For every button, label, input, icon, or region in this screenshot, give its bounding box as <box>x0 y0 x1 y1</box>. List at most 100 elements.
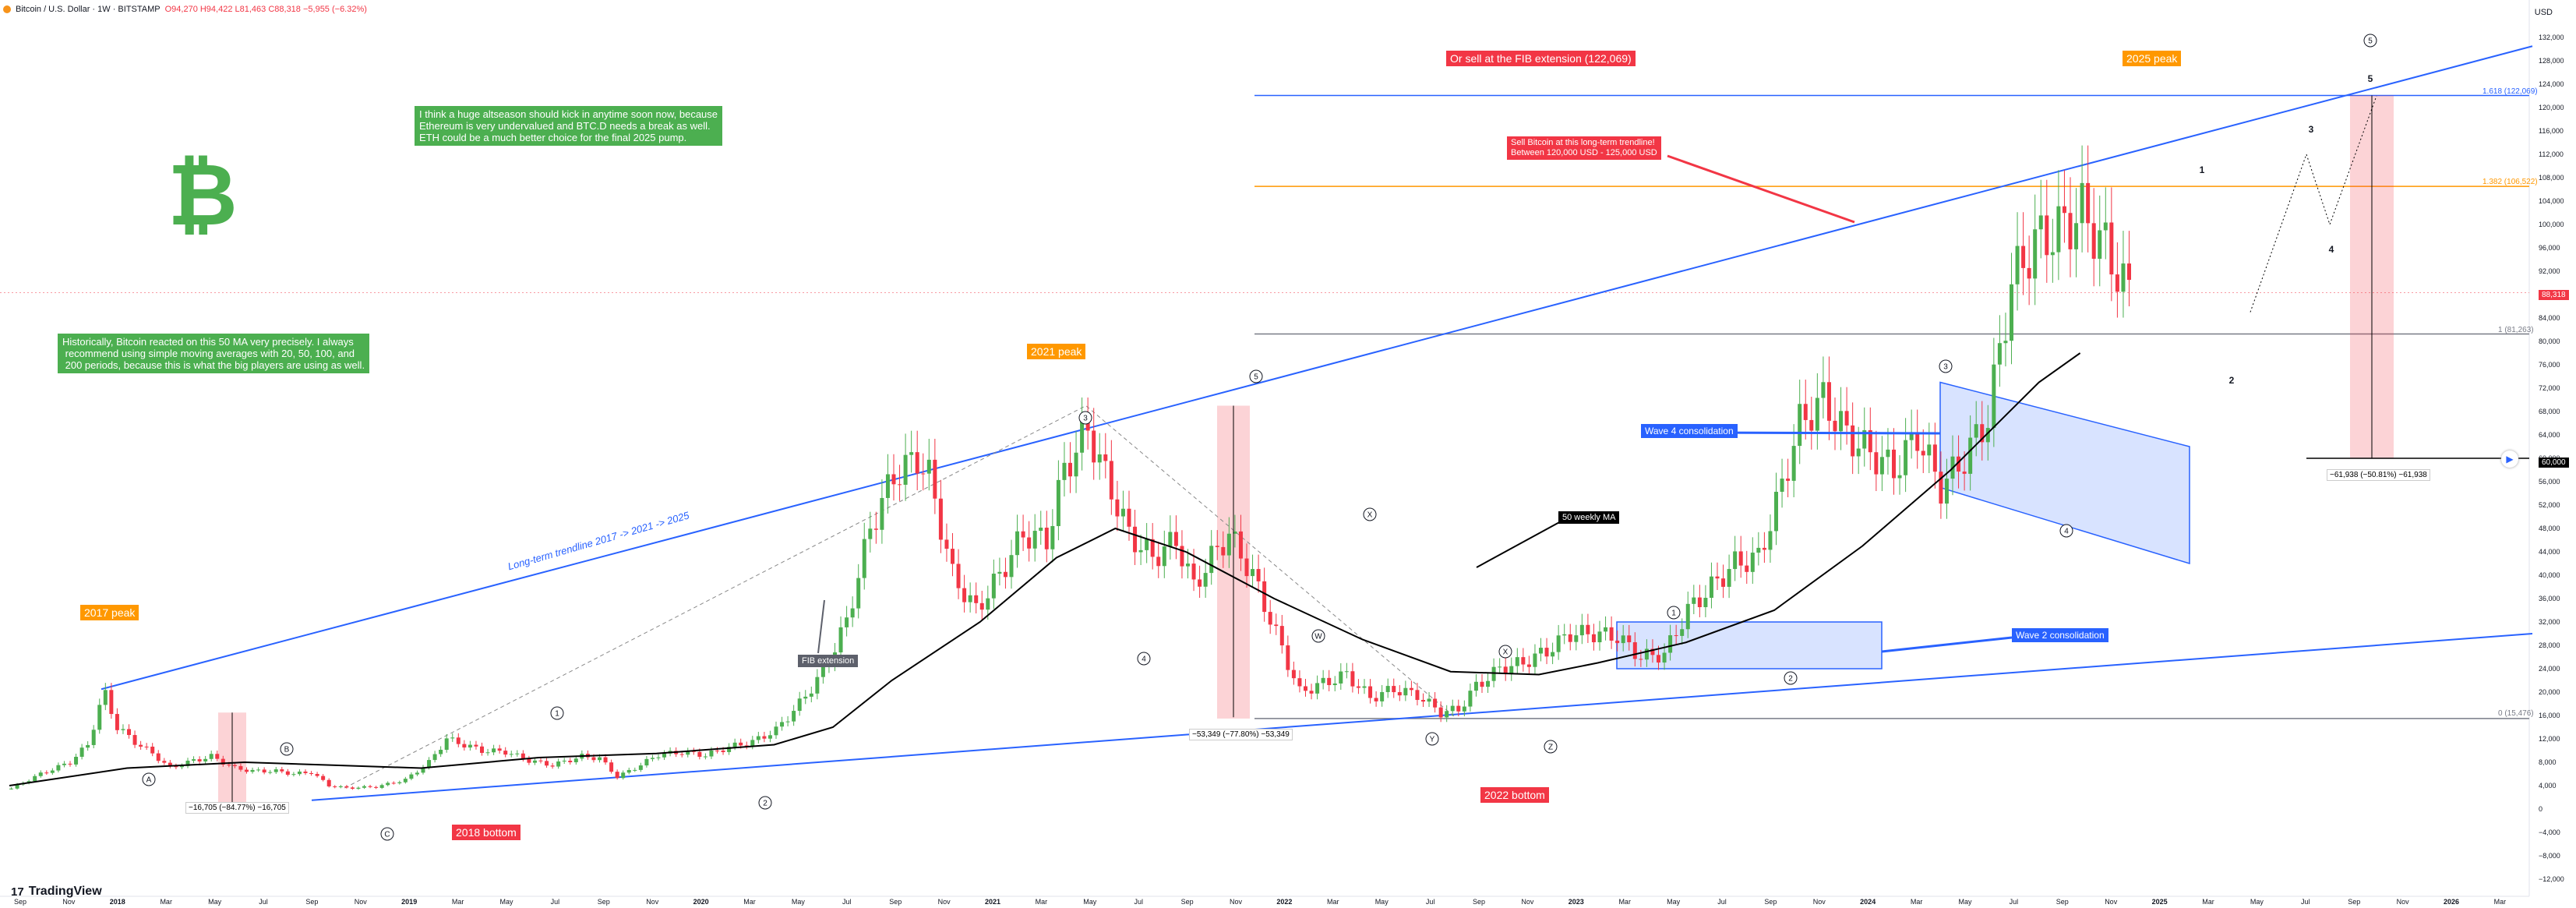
wave4-channel <box>1939 381 2190 565</box>
candle-body <box>968 595 972 602</box>
candle-body <box>1821 382 1826 398</box>
candle-body <box>1674 635 1678 637</box>
candle-body <box>850 608 855 618</box>
candle-body <box>991 574 996 599</box>
candle-body <box>1198 579 1202 587</box>
current-price-flag: 88,318 <box>2539 290 2569 300</box>
candle-body <box>497 748 502 751</box>
candle-body <box>756 736 760 740</box>
candle-body <box>1109 461 1113 500</box>
label-50-weekly-ma: 50 weekly MA <box>1558 511 1620 524</box>
time-tick-label: 2024 <box>1860 898 1876 906</box>
candle-body <box>192 759 196 761</box>
candle-body <box>762 736 767 739</box>
candle-body <box>1274 624 1279 627</box>
price-tick-label: 28,000 <box>2539 641 2560 649</box>
candle-body <box>1138 549 1143 553</box>
time-tick-label: May <box>1667 898 1681 906</box>
candle-body <box>1244 558 1249 577</box>
candle-body <box>444 738 449 750</box>
label-sell-trendline: Sell Bitcoin at this long-term trendline… <box>1507 136 1661 160</box>
candle-body <box>9 788 13 790</box>
candle-body <box>962 588 967 602</box>
label-sell-fib: Or sell at the FIB extension (122,069) <box>1446 51 1636 66</box>
wave-marker-circle <box>1544 740 1558 754</box>
bitcoin-logo-icon: ₿ <box>168 145 238 245</box>
price-tick-label: 80,000 <box>2539 337 2560 345</box>
candle-body <box>1368 686 1373 698</box>
candle-body <box>333 786 337 787</box>
candle-body <box>1150 539 1155 557</box>
candle-body <box>303 771 308 773</box>
wave-marker-circle <box>1249 369 1263 383</box>
candle-body <box>2062 206 2066 214</box>
time-tick-label: Nov <box>938 898 951 906</box>
price-tick-label: −12,000 <box>2539 875 2564 883</box>
candle-body <box>1980 424 1985 443</box>
candle-body <box>350 787 355 789</box>
candle-body <box>503 751 508 755</box>
candle-body <box>1262 581 1267 613</box>
candle-body <box>2038 215 2043 230</box>
ma50-line <box>9 352 2081 786</box>
candle-body <box>768 735 772 739</box>
candle-body <box>1697 597 1702 608</box>
price-tick-label: 76,000 <box>2539 361 2560 369</box>
time-tick-label: Mar <box>1911 898 1923 906</box>
time-tick-label: Mar <box>452 898 464 906</box>
scroll-to-realtime-button[interactable]: ▶ <box>2501 450 2518 468</box>
label-fib-extension: FIB extension <box>798 655 859 667</box>
candle-body <box>1039 528 1043 532</box>
candle-body <box>909 452 914 455</box>
candle-body <box>203 758 208 761</box>
time-tick-label: Sep <box>305 898 318 906</box>
fib-1382-label: 1.382 (106,522) <box>2482 178 2538 186</box>
candle-body <box>309 772 314 775</box>
wave-marker-circle <box>280 742 294 756</box>
time-tick-label: 2019 <box>401 898 417 906</box>
candle-body <box>2121 263 2126 292</box>
candle-body <box>139 744 143 747</box>
price-tick-label: 36,000 <box>2539 595 2560 602</box>
candle-body <box>944 539 949 549</box>
wave-marker-circle <box>1784 671 1798 685</box>
candle-body <box>1533 653 1537 667</box>
wave-marker-circle <box>142 772 156 786</box>
candle-body <box>862 539 866 578</box>
time-tick-label: Nov <box>1813 898 1826 906</box>
candle-body <box>1791 446 1796 481</box>
wave-marker-label: 4 <box>1142 655 1146 664</box>
candle-body <box>1768 531 1773 550</box>
candle-body <box>1738 551 1743 566</box>
candle-body <box>1327 677 1332 686</box>
time-tick-label: 2026 <box>2444 898 2459 906</box>
candle-body <box>1604 627 1608 632</box>
candle-body <box>997 571 1002 574</box>
candle-body <box>2003 341 2008 344</box>
candle-body <box>1168 532 1173 547</box>
candle-body <box>1315 683 1320 694</box>
candle-body <box>1027 537 1032 549</box>
candle-body <box>162 761 167 763</box>
candle-body <box>68 763 72 765</box>
candle-body <box>1879 457 1884 475</box>
candle-body <box>750 740 755 747</box>
candle-body <box>568 761 573 763</box>
candle-body <box>1304 686 1307 691</box>
time-tick-label: 2023 <box>1569 898 1584 906</box>
candle-body <box>79 747 84 758</box>
price-tick-label: 44,000 <box>2539 548 2560 556</box>
candle-body <box>2103 222 2108 231</box>
candle-body <box>550 765 555 767</box>
price-tick-label: 52,000 <box>2539 501 2560 509</box>
candle-body <box>91 730 96 745</box>
time-tick-label: 2018 <box>110 898 125 906</box>
wave-marker-label: 4 <box>2064 528 2069 536</box>
candle-body <box>1921 450 1925 456</box>
wave2-pointer <box>1881 636 2013 653</box>
candle-body <box>168 762 172 767</box>
time-tick-label: Nov <box>2105 898 2118 906</box>
candle-body <box>1103 454 1108 461</box>
candle-body <box>1350 671 1355 687</box>
